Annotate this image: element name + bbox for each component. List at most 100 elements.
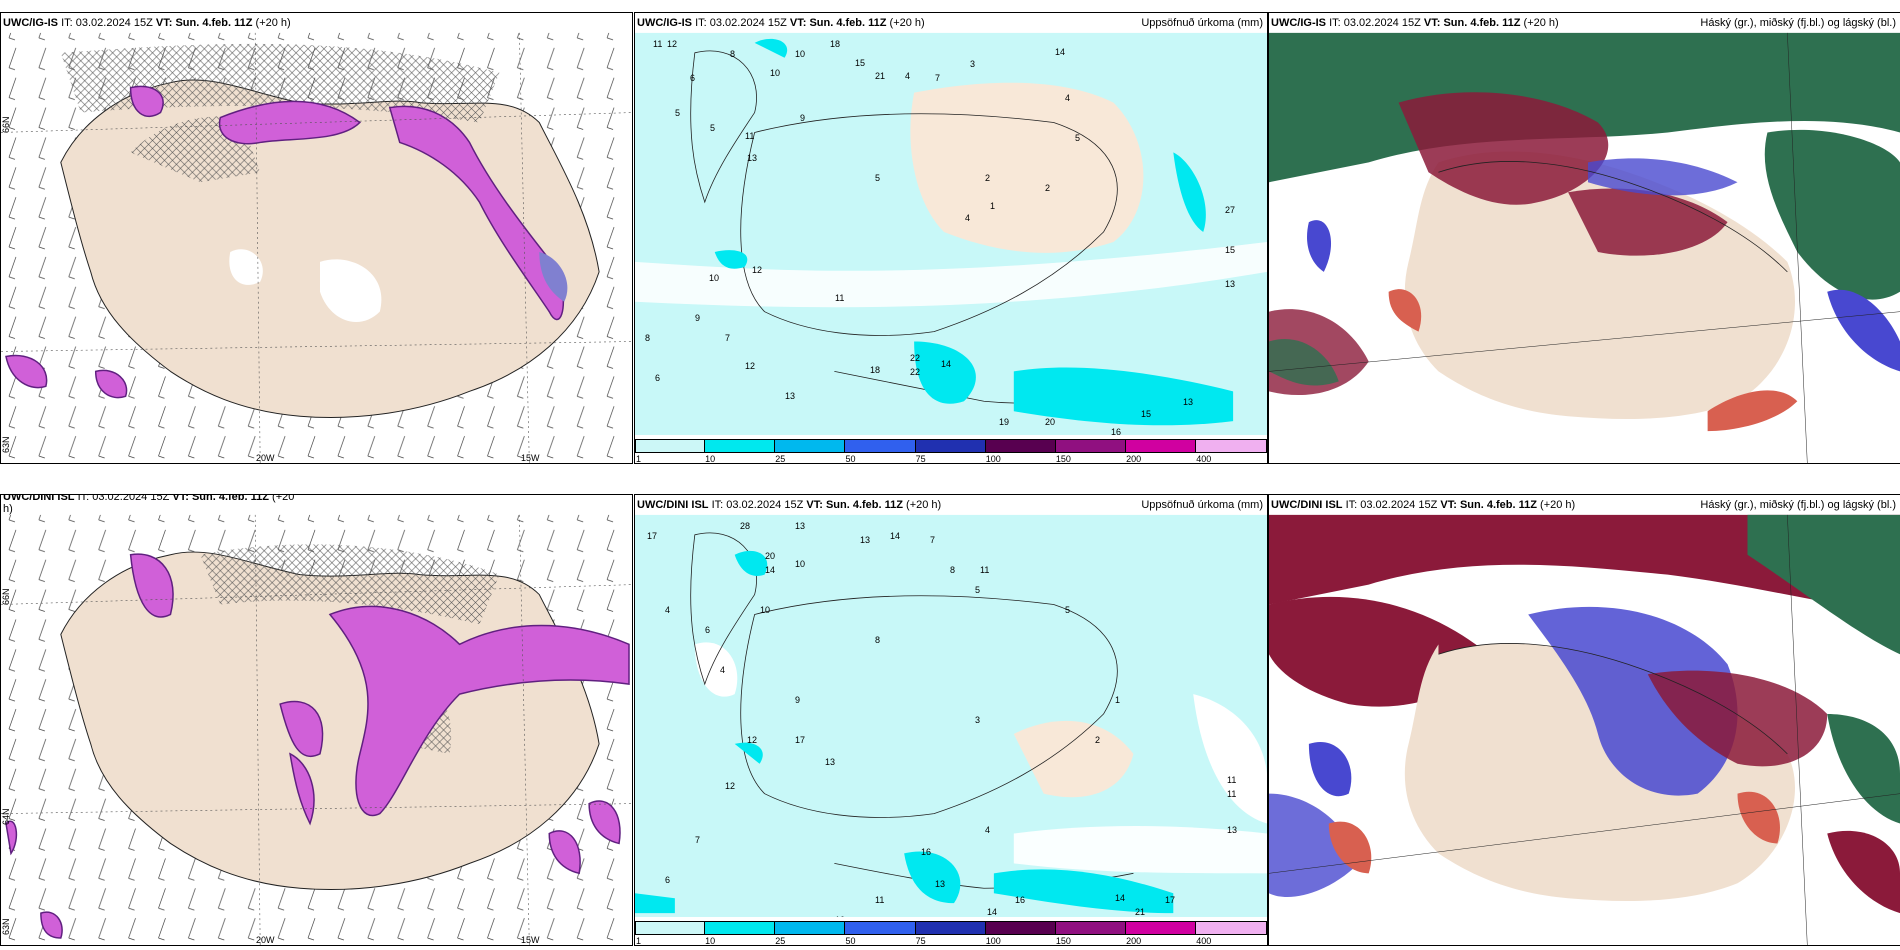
colorbar-tick: 400 [1196, 454, 1212, 464]
colorbar-tick: 50 [845, 936, 856, 946]
precip-value: 14 [1115, 893, 1126, 903]
lon-label-20w: 20W [256, 453, 275, 463]
precip-value: 6 [655, 373, 661, 383]
colorbar-tick: 10 [705, 454, 716, 464]
precip-value: 13 [1225, 279, 1236, 289]
precip-value: 7 [725, 333, 731, 343]
precip-value: 13 [1227, 825, 1238, 835]
lat-label-63n: 63N [1, 918, 11, 935]
precip-value: 6 [690, 73, 696, 83]
precip-value: 15 [855, 58, 866, 68]
precip-value: 4 [665, 605, 671, 615]
precip-value: 13 [860, 535, 871, 545]
precip-value: 12 [725, 781, 736, 791]
colorbar-segment [775, 921, 846, 935]
precip-value: 11 [745, 131, 755, 141]
precip-value: 5 [675, 108, 681, 118]
colorbar-tick: 200 [1126, 454, 1142, 464]
panel-wind-bottom: UWC/DINI ISL IT: 03.02.2024 15Z VT: Sun.… [0, 494, 633, 946]
precip-value: 11 [875, 895, 885, 905]
colorbar-tick: 75 [915, 454, 926, 464]
precip-value: 5 [1075, 133, 1081, 143]
precip-value: 22 [910, 367, 921, 377]
precip-value: 2 [1045, 183, 1051, 193]
lon-label-15w: 15W [521, 935, 540, 945]
precip-value: 27 [1225, 205, 1236, 215]
precip-value: 10 [795, 559, 806, 569]
panel-variable-title: Háský (gr.), miðský (fj.bl.) og lágský (… [1700, 17, 1896, 29]
precip-value: 5 [1065, 605, 1071, 615]
precip-value: 2 [1095, 735, 1101, 745]
precip-colorbar: 1 10 25 50 75 100 150 200 400 [635, 917, 1267, 945]
precip-value: 11 [1227, 775, 1237, 785]
colorbar-segment [985, 921, 1056, 935]
precip-value: 13 [1183, 397, 1194, 407]
colorbar-segment [705, 439, 776, 453]
precip-value: 19 [999, 417, 1010, 427]
precip-value: 18 [870, 365, 881, 375]
panel-header: UWC/DINI ISL IT: 03.02.2024 15Z VT: Sun.… [3, 494, 295, 515]
precip-value: 12 [747, 735, 758, 745]
precip-value: 4 [720, 665, 726, 675]
precip-value: 22 [910, 353, 921, 363]
colorbar-tick: 200 [1126, 936, 1142, 946]
colorbar-tick: 100 [985, 936, 1001, 946]
precip-value: 14 [1055, 47, 1066, 57]
precip-value: 11 [653, 39, 663, 49]
precip-value: 11 [980, 565, 990, 575]
precip-value: 4 [1065, 93, 1071, 103]
precip-colorbar: 1 10 25 50 75 100 150 200 400 [635, 435, 1267, 463]
precip-value: 10 [709, 273, 720, 283]
precip-value: 6 [705, 625, 711, 635]
colorbar-tick: 400 [1196, 936, 1212, 946]
precip-value: 3 [970, 59, 976, 69]
panel-header: UWC/DINI ISL IT: 03.02.2024 15Z VT: Sun.… [1269, 495, 1900, 515]
precip-value: 8 [875, 635, 881, 645]
precip-value: 5 [875, 173, 881, 183]
precip-value: 13 [747, 153, 758, 163]
panel-clouds-top: UWC/IG-IS IT: 03.02.2024 15Z VT: Sun. 4.… [1268, 12, 1900, 464]
lat-label-66n: 66N [1, 116, 11, 133]
panel-precip-bottom: UWC/DINI ISL IT: 03.02.2024 15Z VT: Sun.… [634, 494, 1268, 946]
panel-clouds-bottom: UWC/DINI ISL IT: 03.02.2024 15Z VT: Sun.… [1268, 494, 1900, 946]
precip-value: 14 [890, 531, 901, 541]
lat-label-63n: 63N [1, 436, 11, 453]
colorbar-tick: 25 [775, 454, 786, 464]
precip-value: 17 [647, 531, 658, 541]
precip-value: 12 [745, 361, 756, 371]
lat-label-66n: 66N [1, 588, 11, 605]
precip-value: 11 [835, 293, 845, 303]
colorbar-tick: 75 [915, 936, 926, 946]
precip-value: 17 [1165, 895, 1176, 905]
panel-wind-top: UWC/IG-IS IT: 03.02.2024 15Z VT: Sun. 4.… [0, 12, 633, 464]
precip-value: 16 [1111, 427, 1122, 437]
precip-map [635, 32, 1267, 436]
colorbar-tick: 150 [1055, 454, 1071, 464]
panel-variable-title: Uppsöfnuð úrkoma (mm) [1141, 17, 1263, 29]
colorbar-segment [845, 439, 916, 453]
precip-value: 6 [665, 875, 671, 885]
precip-value: 12 [752, 265, 763, 275]
colorbar-segment [705, 921, 776, 935]
colorbar-segment [635, 439, 706, 453]
precip-value: 21 [1135, 907, 1146, 917]
lon-label-15w: 15W [521, 453, 540, 463]
lat-label-64n: 64N [1, 808, 11, 825]
precip-value: 9 [695, 313, 701, 323]
precip-value: 5 [975, 585, 981, 595]
colorbar-tick: 50 [845, 454, 856, 464]
panel-header: UWC/DINI ISL IT: 03.02.2024 15Z VT: Sun.… [635, 495, 1267, 515]
precip-value: 1 [990, 201, 996, 211]
colorbar-segment [1126, 439, 1197, 453]
precip-value: 9 [800, 113, 806, 123]
precip-value: 15 [1225, 245, 1236, 255]
precip-value: 11 [1227, 789, 1237, 799]
precip-value: 1 [1115, 695, 1121, 705]
colorbar-segment [985, 439, 1056, 453]
precip-value: 3 [975, 715, 981, 725]
colorbar-segment [915, 921, 986, 935]
wind-map [1, 32, 632, 463]
precip-value: 4 [985, 825, 991, 835]
lon-label-20w: 20W [256, 935, 275, 945]
precip-value: 17 [795, 735, 806, 745]
